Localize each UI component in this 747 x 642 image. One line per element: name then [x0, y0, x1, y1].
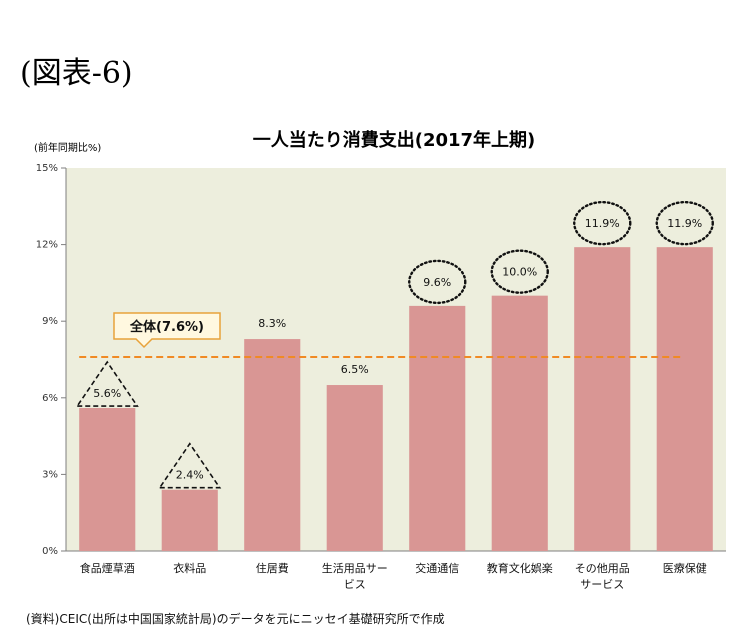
reference-line: 全体(7.6%)	[79, 312, 683, 358]
source-note: (資料)CEIC(出所は中国国家統計局)のデータを元にニッセイ基礎研究所で作成	[26, 612, 445, 626]
value-label: 11.9%	[667, 217, 702, 230]
y-tick-label: 6%	[42, 393, 58, 404]
value-label: 9.6%	[423, 276, 451, 289]
value-label: 5.6%	[93, 387, 121, 400]
y-axis: 0% 3% 6% 9% 12% 15%	[36, 163, 726, 557]
category-label: 医療保健	[663, 561, 707, 575]
value-label: 10.0%	[502, 266, 537, 279]
value-label: 8.3%	[258, 317, 286, 330]
triangle-marker	[75, 360, 139, 407]
value-labels: 5.6% 2.4% 8.3% 6.5% 9.6% 10.0% 11.9% 11.9%	[93, 217, 702, 482]
category-label: 教育文化娯楽	[487, 561, 553, 575]
circle-marker	[490, 249, 549, 294]
y-tick-label: 3%	[42, 469, 58, 480]
bar	[656, 247, 713, 552]
category-label: 食品煙草酒	[80, 561, 135, 575]
figure-label: (図表-6)	[20, 56, 133, 91]
bar	[491, 295, 548, 551]
value-label: 6.5%	[341, 363, 369, 376]
bar	[409, 305, 466, 551]
category-label: 交通通信	[415, 561, 459, 575]
category-label: 生活用品サー	[322, 561, 388, 575]
markers	[75, 200, 714, 489]
chart-title: 一人当たり消費支出(2017年上期)	[253, 129, 536, 151]
bar	[574, 247, 631, 552]
y-axis-label: (前年同期比%)	[34, 141, 101, 154]
y-tick-label: 15%	[36, 163, 58, 174]
y-tick-label: 9%	[42, 316, 58, 327]
y-tick-label: 12%	[36, 240, 58, 251]
bar	[79, 408, 136, 551]
category-label: ビス	[344, 578, 366, 591]
category-label: サービス	[580, 578, 624, 591]
bar	[161, 489, 218, 551]
circle-marker	[655, 200, 714, 246]
value-label: 11.9%	[585, 217, 620, 230]
category-label: 衣料品	[173, 561, 206, 575]
reference-callout-label: 全体(7.6%)	[129, 319, 204, 335]
value-label: 2.4%	[176, 469, 204, 482]
bars	[79, 247, 713, 552]
bar	[244, 339, 301, 551]
y-tick-label: 0%	[42, 546, 58, 557]
circle-marker	[408, 259, 467, 305]
circle-marker	[573, 200, 632, 246]
category-label: 住居費	[256, 561, 289, 575]
bar	[326, 385, 383, 551]
reference-callout-box	[113, 312, 221, 349]
triangle-marker	[158, 442, 222, 489]
category-label: その他用品	[575, 562, 630, 575]
